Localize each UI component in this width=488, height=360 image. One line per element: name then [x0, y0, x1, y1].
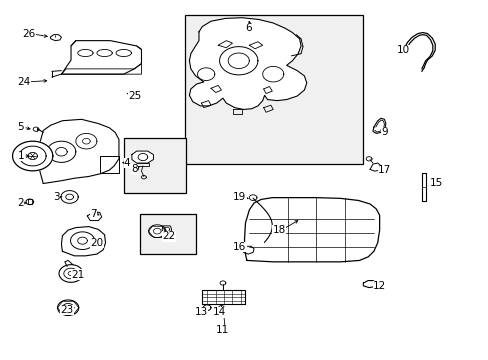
Text: 15: 15 — [428, 178, 442, 188]
Text: 25: 25 — [128, 91, 142, 101]
Polygon shape — [210, 85, 221, 93]
Text: 13: 13 — [194, 307, 207, 317]
Polygon shape — [61, 41, 141, 74]
Polygon shape — [50, 35, 61, 41]
Text: 3: 3 — [53, 192, 60, 202]
Polygon shape — [61, 64, 141, 74]
Text: 18: 18 — [272, 225, 285, 235]
Polygon shape — [243, 246, 254, 254]
Bar — [184, 15, 363, 164]
Text: 1: 1 — [18, 151, 24, 161]
Polygon shape — [40, 119, 119, 184]
Text: 7: 7 — [90, 208, 97, 219]
Bar — [123, 138, 185, 193]
Text: 5: 5 — [18, 122, 24, 132]
Text: 2: 2 — [18, 198, 24, 208]
Polygon shape — [189, 18, 306, 109]
Polygon shape — [249, 42, 262, 49]
Polygon shape — [13, 141, 53, 171]
Text: 24: 24 — [18, 77, 31, 87]
Text: 23: 23 — [61, 305, 74, 315]
Polygon shape — [218, 41, 232, 48]
Text: 14: 14 — [212, 307, 226, 317]
Bar — [140, 213, 195, 254]
Text: 20: 20 — [90, 238, 103, 248]
Text: 12: 12 — [372, 281, 386, 291]
Text: 17: 17 — [378, 166, 391, 175]
Polygon shape — [363, 280, 376, 288]
Polygon shape — [244, 198, 379, 262]
Polygon shape — [59, 265, 83, 282]
Polygon shape — [263, 86, 272, 94]
Text: 22: 22 — [162, 231, 175, 242]
Text: 21: 21 — [71, 270, 84, 280]
Text: 16: 16 — [233, 242, 246, 252]
Text: 26: 26 — [22, 28, 36, 39]
Text: 19: 19 — [233, 192, 246, 202]
Text: 9: 9 — [381, 127, 387, 138]
Text: 11: 11 — [216, 325, 229, 335]
Polygon shape — [87, 212, 102, 221]
Text: 6: 6 — [244, 23, 251, 33]
Polygon shape — [61, 226, 105, 256]
Polygon shape — [148, 225, 165, 238]
Text: 10: 10 — [396, 45, 409, 55]
Polygon shape — [61, 190, 78, 203]
Polygon shape — [202, 290, 245, 304]
Polygon shape — [162, 226, 171, 234]
Text: 8: 8 — [131, 165, 137, 174]
Polygon shape — [372, 118, 385, 134]
Polygon shape — [132, 151, 153, 163]
Polygon shape — [58, 300, 79, 315]
Text: 4: 4 — [123, 158, 130, 168]
Polygon shape — [369, 163, 380, 171]
